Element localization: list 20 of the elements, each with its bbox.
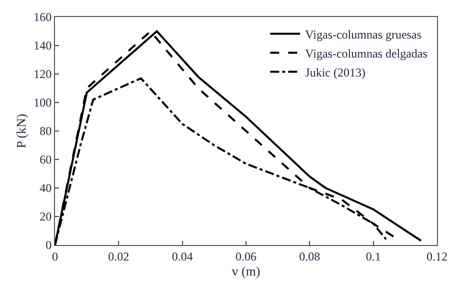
x-tick-label: 0.02	[108, 249, 130, 264]
y-tick-label: 100	[34, 96, 52, 110]
x-tick-label: 0.06	[236, 249, 256, 264]
y-tick-label: 0	[46, 238, 52, 252]
y-tick-label: 80	[40, 124, 52, 138]
x-tick-label: 0.08	[299, 249, 320, 264]
x-tick-label: 0.04	[172, 249, 193, 264]
y-tick-label: 60	[40, 152, 52, 167]
y-axis-title: P (kN)	[14, 114, 29, 148]
y-tick-label: 160	[34, 10, 52, 24]
legend-label: Jukic (2013)	[305, 65, 366, 80]
x-tick-label: 0.1	[366, 249, 381, 264]
x-axis-title: v (m)	[232, 263, 260, 278]
legend-label: Vigas-columnas delgadas	[305, 46, 428, 60]
legend-label: Vigas-columnas gruesas	[305, 27, 422, 42]
y-tick-label: 40	[40, 181, 52, 196]
y-tick-label: 140	[34, 38, 52, 53]
y-tick-label: 120	[34, 67, 52, 82]
x-tick-label: 0.12	[426, 249, 448, 264]
y-tick-label: 20	[40, 210, 52, 224]
